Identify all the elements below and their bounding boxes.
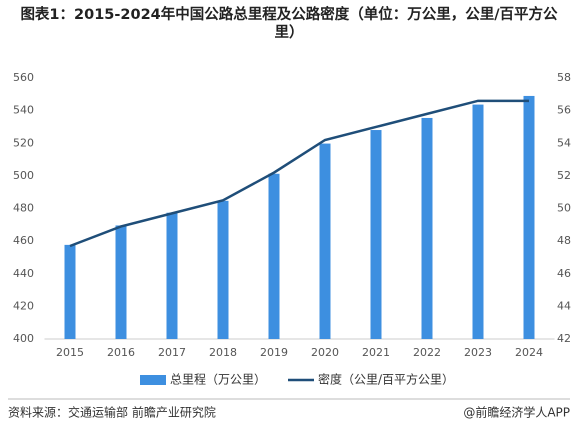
legend-swatch bbox=[140, 375, 166, 385]
x-tick-label: 2019 bbox=[260, 346, 288, 359]
y2-tick-label: 56 bbox=[557, 104, 571, 117]
y-tick-label: 460 bbox=[13, 234, 34, 247]
x-tick-label: 2016 bbox=[107, 346, 135, 359]
legend-label: 总里程（万公里） bbox=[170, 372, 266, 387]
chart-title: 图表1：2015-2024年中国公路总里程及公路密度（单位：万公里，公里/百平方… bbox=[20, 7, 558, 41]
x-tick-label: 2018 bbox=[209, 346, 237, 359]
y-tick-label: 500 bbox=[13, 169, 34, 182]
y-tick-label: 540 bbox=[13, 104, 34, 117]
bar bbox=[472, 104, 484, 339]
credit: @前瞻经济学人APP bbox=[463, 405, 570, 420]
y2-tick-label: 58 bbox=[557, 71, 571, 84]
bar bbox=[421, 117, 433, 339]
bar bbox=[217, 200, 229, 339]
bar bbox=[319, 143, 331, 339]
y2-tick-label: 42 bbox=[557, 332, 571, 345]
x-tick-label: 2021 bbox=[362, 346, 390, 359]
y2-tick-label: 46 bbox=[557, 267, 571, 280]
y-tick-label: 440 bbox=[13, 267, 34, 280]
y-tick-label: 480 bbox=[13, 202, 34, 215]
x-tick-label: 2015 bbox=[56, 346, 84, 359]
x-tick-label: 2017 bbox=[158, 346, 186, 359]
y-tick-label: 400 bbox=[13, 332, 34, 345]
y2-tick-label: 44 bbox=[557, 299, 571, 312]
y-tick-label: 520 bbox=[13, 136, 34, 149]
x-tick-label: 2020 bbox=[311, 346, 339, 359]
bar bbox=[115, 225, 127, 339]
source: 资料来源：交通运输部 前瞻产业研究院 bbox=[8, 405, 216, 420]
bar bbox=[268, 173, 280, 339]
bar bbox=[64, 244, 76, 339]
y2-tick-label: 54 bbox=[557, 136, 571, 149]
x-tick-label: 2022 bbox=[413, 346, 441, 359]
bar bbox=[523, 95, 535, 339]
x-tick-label: 2023 bbox=[464, 346, 492, 359]
x-tick-label: 2024 bbox=[515, 346, 543, 359]
legend-label: 密度（公里/百平方公里） bbox=[318, 372, 454, 387]
line bbox=[69, 99, 529, 248]
y2-tick-label: 50 bbox=[557, 202, 571, 215]
y2-tick-label: 52 bbox=[557, 169, 571, 182]
bar bbox=[370, 130, 382, 339]
y-tick-label: 560 bbox=[13, 71, 34, 84]
y2-tick-label: 48 bbox=[557, 234, 571, 247]
bar bbox=[166, 212, 178, 339]
y-tick-label: 420 bbox=[13, 299, 34, 312]
